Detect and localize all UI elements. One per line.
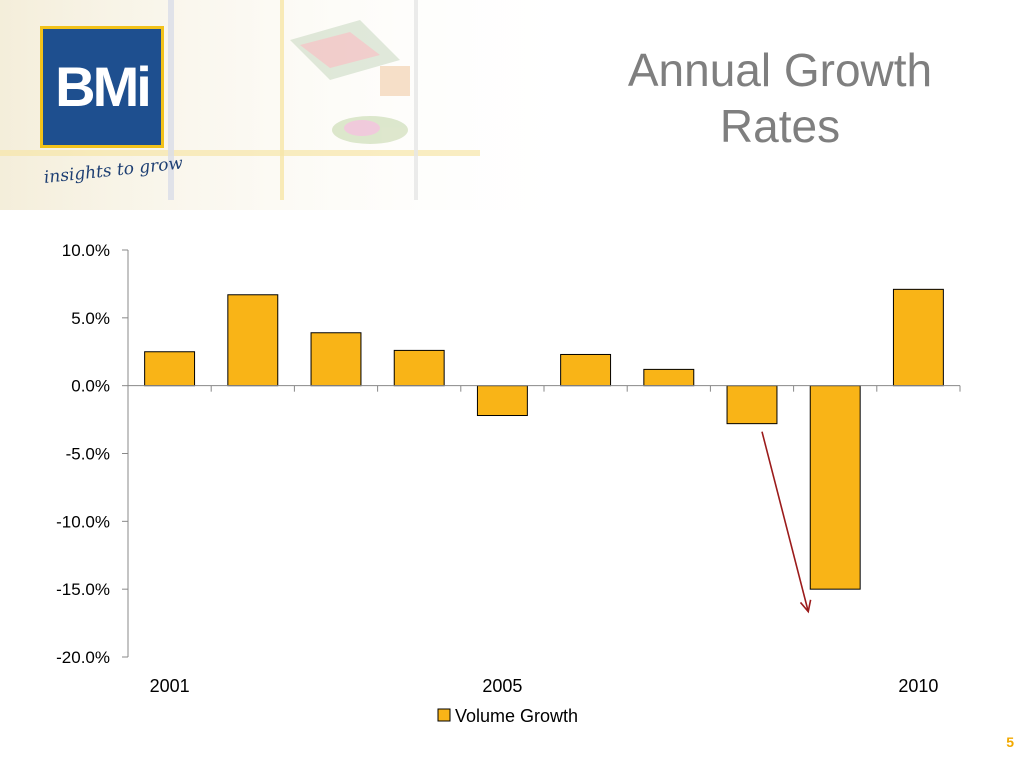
page-number: 5: [1006, 734, 1014, 750]
legend: Volume Growth: [437, 706, 578, 726]
slide-title: Annual Growth Rates: [560, 42, 1000, 154]
deco-stripe: [0, 150, 480, 156]
y-tick-label: -5.0%: [66, 445, 110, 464]
bar-2002: [227, 294, 279, 387]
x-tick-label: 2005: [482, 676, 522, 696]
bar-2008: [726, 385, 778, 425]
x-axis: 2001 2005 2010: [127, 385, 961, 696]
bar-2006: [560, 353, 612, 387]
bar-2010: [892, 288, 944, 387]
annotation-arrow: [761, 431, 810, 612]
y-tick-label: -20.0%: [56, 648, 110, 667]
y-tick-label: 5.0%: [71, 309, 110, 328]
bmi-logo: BMi: [40, 26, 164, 148]
bar-2005: [476, 385, 528, 417]
x-tick-label: 2001: [150, 676, 190, 696]
y-tick-label: -10.0%: [56, 512, 110, 531]
bar-2004: [393, 349, 445, 387]
deco-stripe: [414, 0, 418, 200]
deco-stripe: [280, 0, 284, 200]
bar-2001: [144, 351, 196, 387]
deco-stripe: [168, 0, 174, 200]
legend-swatch: [437, 708, 451, 722]
bar-2003: [310, 332, 362, 387]
y-tick-label: 0.0%: [71, 377, 110, 396]
y-axis: 10.0% 5.0% 0.0% -5.0% -10.0% -15.0% -20.0%: [56, 241, 129, 667]
annotation-arrow-group: [761, 431, 812, 614]
deco-charts-thumbnail: [290, 20, 410, 144]
logo-brand-text: BMi: [55, 55, 152, 118]
annotation-arrowhead: [799, 599, 812, 614]
slide-title-line1: Annual Growth: [627, 44, 933, 96]
y-tick-label: 10.0%: [62, 241, 110, 260]
legend-label: Volume Growth: [455, 706, 578, 726]
x-tick-label: 2010: [898, 676, 938, 696]
bar-2007: [643, 368, 695, 387]
bar-2009: [809, 385, 861, 590]
slide-title-line2: Rates: [719, 100, 841, 152]
y-tick-label: -15.0%: [56, 580, 110, 599]
bar-series: [144, 288, 944, 590]
